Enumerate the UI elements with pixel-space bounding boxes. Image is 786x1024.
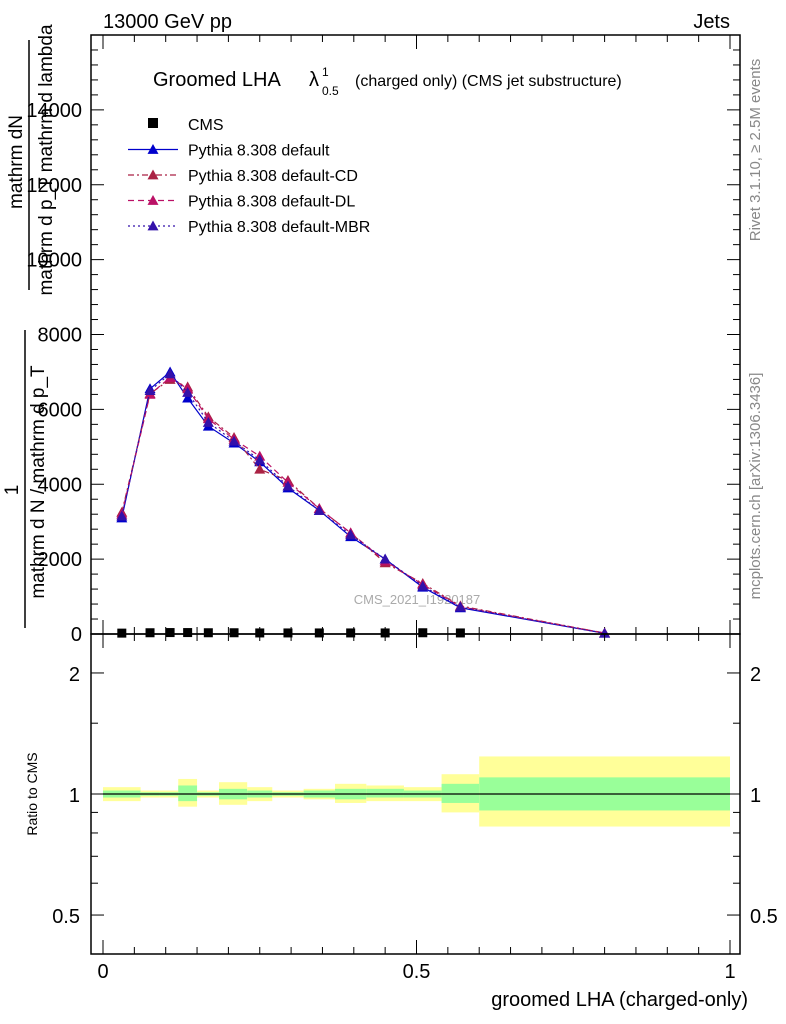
main-y-ticks [91,35,740,635]
ratio-panel: 0.5 0.51 12 2 0 0.5 1 Ratio to CMS groomed LH… [24,633,778,1011]
xtick-label: 0.5 [403,961,431,983]
ratio-ytick-label-right: 2 [750,664,761,686]
legend: CMS Pythia 8.308 default Pythia 8.308 defa… [128,117,370,236]
legend-entry: Pythia 8.308 default-DL [128,194,355,211]
series-point [417,580,429,591]
series-point [345,529,357,540]
cms-data-point [380,628,390,638]
mcplots-label: mcplots.cern.ch [arXiv:1306.3436] [747,373,764,600]
legend-entry: Pythia 8.308 default [128,143,330,160]
legend-entry: Pythia 8.308 default-CD [128,168,358,185]
main-y-tick-labels: 0 2000 4000 6000 8000 10000 12000 14000 [26,100,82,646]
legend-label: CMS [188,117,224,134]
ratio-bands [103,756,730,827]
main-panel: 0 2000 4000 6000 8000 10000 12000 14000 CMS_202… [26,34,741,646]
ratio-ylabel: Ratio to CMS [24,752,40,835]
main-ytick-label: 2000 [38,549,83,571]
ratio-band-green [441,783,480,803]
title-rest: (charged only) (CMS jet substructure) [355,73,622,90]
xtick-label: 0 [97,961,108,983]
title-superscript: 1 [322,65,329,79]
cms-data-point [314,628,324,638]
legend-label: Pythia 8.308 default-CD [188,168,358,185]
ratio-frame [90,633,741,955]
legend-marker [147,220,159,231]
ylabel-frac-top: 1 [2,485,23,496]
cms-data-point [283,628,293,638]
series-4 [116,368,611,638]
cms-data-point [255,628,265,638]
series-point [144,385,156,396]
series-point [313,504,325,515]
cms-data-point [145,628,155,638]
ratio-band-green [366,788,404,798]
main-ytick-label: 12000 [26,175,82,197]
series-point [182,387,194,397]
title-main: Groomed LHA [153,69,281,91]
cms-data-point [165,628,175,638]
main-ytick-label: 4000 [38,474,83,496]
ratio-ytick-label: 2 [69,664,80,686]
title-subscript: 0.5 [322,84,339,98]
cms-data-point [455,628,465,638]
ylabel-frac-bottom: mathrm d N / mathrm d p_T [28,365,49,599]
watermark-label: CMS_2021_I1920187 [354,592,481,607]
main-ytick-label: 6000 [38,399,83,421]
ratio-ytick-label-right: 1 [750,785,761,807]
series-point [228,435,240,446]
x-tick-labels: 0 0.5 1 [97,961,735,983]
xtick-label: 1 [724,961,735,983]
legend-marker [147,144,159,154]
series-point [379,553,391,564]
ratio-ytick-label: 1 [69,785,80,807]
title-lambda: λ [309,69,319,91]
main-ytick-label: 14000 [26,100,82,122]
ylabel-top: mathrm dN [6,115,27,209]
ylabel-bottom: mathrm d p_T mathrm d lambda [36,24,57,295]
legend-entry: Pythia 8.308 default-MBR [128,219,370,236]
series-point [254,454,266,465]
series-point [116,510,128,521]
chart-title: Groomed LHA λ 1 0.5 (charged only) (CMS … [153,65,622,98]
series-point [164,368,176,379]
legend-entry: CMS [148,117,224,134]
main-y-axis-label: mathrm dN mathrm d p_T mathrm d lambda 1… [2,24,57,628]
header-energy-label: 13000 GeV pp [103,11,232,33]
series-point [254,463,266,474]
legend-label: Pythia 8.308 default-MBR [188,219,370,236]
series-point [282,480,294,491]
legend-marker [148,118,158,128]
main-ytick-label: 8000 [38,325,83,347]
cms-data-point [418,628,428,638]
legend-marker [147,169,159,180]
legend-marker [147,195,159,205]
series-point [202,416,214,427]
main-series-group [116,366,611,638]
series-point [599,627,611,638]
header-jets-label: Jets [693,11,730,33]
ratio-y-tick-labels: 0.5 0.5 1 1 2 2 [52,664,778,928]
ratio-ytick-label-right: 0.5 [750,906,778,928]
x-axis-label: groomed LHA (charged-only) [491,989,748,1011]
cms-data-point [203,628,213,638]
ratio-band-green [178,785,198,802]
cms-data-point [117,628,127,638]
cms-data-point [183,628,193,638]
cms-data-point [346,628,356,638]
main-ytick-label: 10000 [26,250,82,272]
rivet-label: Rivet 3.1.10, ≥ 2.5M events [747,59,764,242]
cms-data-point [229,628,239,638]
legend-label: Pythia 8.308 default-DL [188,194,355,211]
series-point [454,601,466,612]
series-point [182,392,194,403]
x-ticks [102,634,731,954]
ratio-ytick-label: 0.5 [52,906,80,928]
legend-label: Pythia 8.308 default [188,143,330,160]
ratio-y-ticks [91,672,740,916]
series-0 [117,628,465,638]
main-ytick-label: 0 [71,624,82,646]
